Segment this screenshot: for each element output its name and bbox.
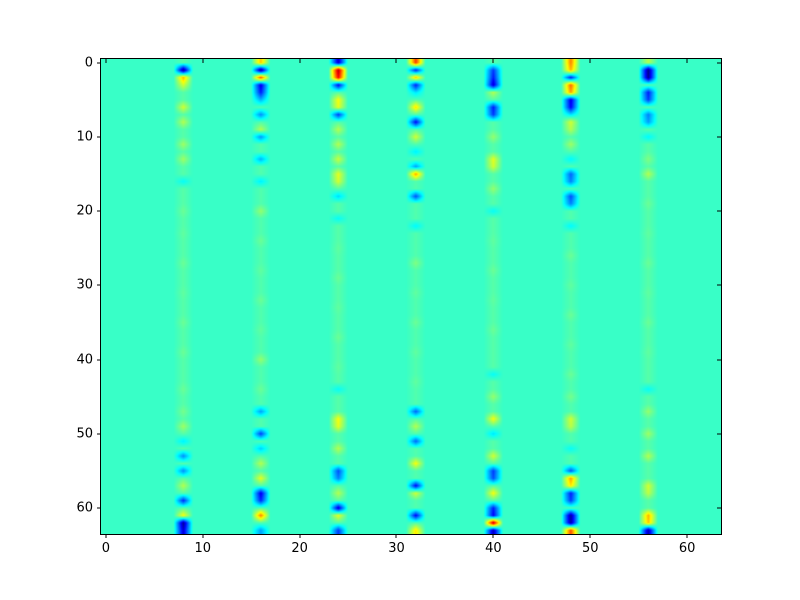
x-tick [202,534,204,538]
y-tick-right [717,210,721,212]
x-tick-top [299,59,301,63]
y-tick-label: 60 [76,500,93,516]
x-tick-top [395,59,397,63]
y-tick-right [717,62,721,64]
y-tick-label: 10 [76,129,93,145]
x-tick-top [202,59,204,63]
x-tick-top [492,59,494,63]
x-tick [686,534,688,538]
x-tick [589,534,591,538]
y-tick [97,136,101,138]
x-tick-label: 10 [194,541,211,556]
x-tick-label: 40 [485,541,502,556]
plot-frame: 0 10 20 30 40 50 60 0 10 20 30 40 50 60 [76,56,722,555]
x-tick-label: 0 [101,541,110,556]
x-tick-label: 50 [581,541,599,556]
x-tick-label: 30 [388,541,405,556]
y-tick [97,284,101,286]
y-tick [97,210,101,212]
y-tick-right [717,136,721,138]
x-tick [395,534,397,538]
x-tick [492,534,494,538]
y-tick-label: 20 [76,203,93,219]
x-tick [105,534,107,538]
y-tick-right [717,284,721,286]
y-tick-right [717,359,721,361]
y-tick [97,359,101,361]
x-tick-label: 60 [678,541,696,556]
x-tick-top [589,59,591,63]
y-tick [97,507,101,509]
y-tick [97,433,101,435]
x-tick-label: 20 [291,541,308,556]
y-tick [97,62,101,64]
y-tick-label: 50 [76,426,93,442]
y-tick-label: 40 [76,352,93,368]
x-tick-top [686,59,688,63]
y-tick-label: 30 [76,277,93,293]
x-tick-top [105,59,107,63]
y-tick-label: 0 [84,55,93,71]
x-tick [299,534,301,538]
y-tick-right [717,507,721,509]
heatmap-canvas [101,59,721,534]
y-tick-right [717,433,721,435]
